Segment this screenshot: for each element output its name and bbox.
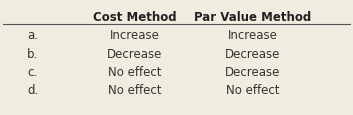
Text: Increase: Increase <box>228 29 278 42</box>
Text: No effect: No effect <box>108 83 162 96</box>
Text: Cost Method: Cost Method <box>93 11 176 23</box>
Text: c.: c. <box>27 65 37 78</box>
Text: No effect: No effect <box>108 65 162 78</box>
Text: d.: d. <box>27 83 38 96</box>
Text: a.: a. <box>27 29 38 42</box>
Text: b.: b. <box>27 47 38 60</box>
Text: Decrease: Decrease <box>225 47 281 60</box>
Text: Decrease: Decrease <box>107 47 162 60</box>
Text: Par Value Method: Par Value Method <box>194 11 312 23</box>
Text: Increase: Increase <box>110 29 160 42</box>
Text: No effect: No effect <box>226 83 280 96</box>
Text: Decrease: Decrease <box>225 65 281 78</box>
